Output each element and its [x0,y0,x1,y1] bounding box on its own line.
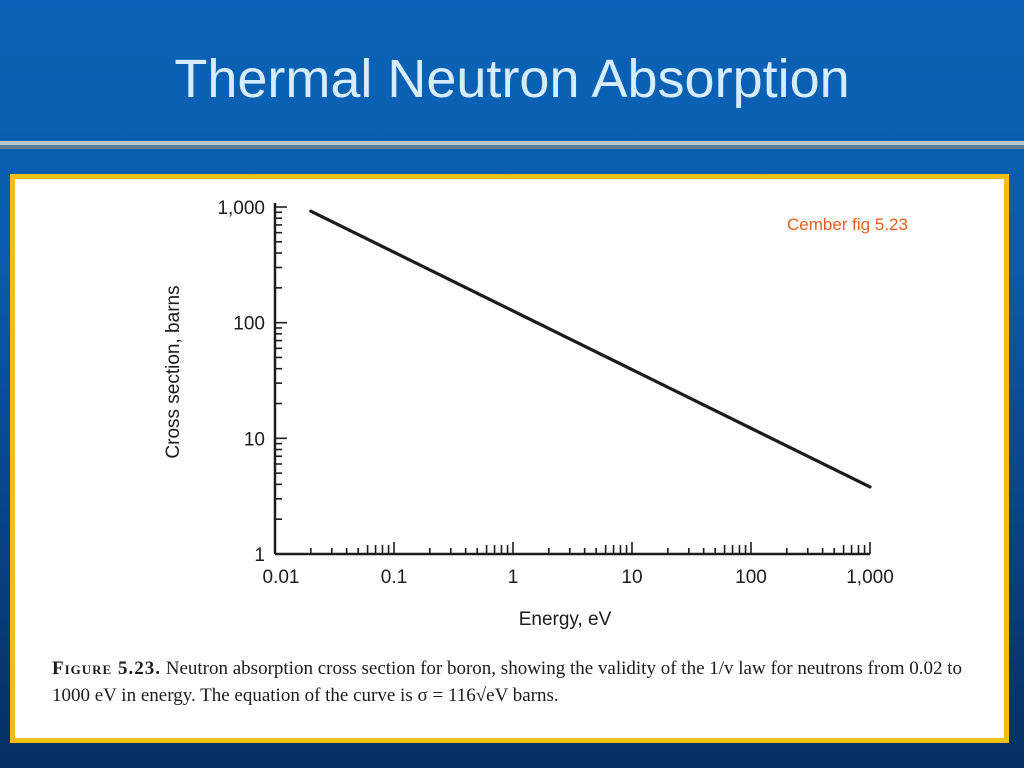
slide-title: Thermal Neutron Absorption [174,49,850,109]
x-axis-label: Energy, eV [519,609,612,630]
caption-text: Neutron absorption cross section for bor… [52,658,963,706]
y-tick-label: 10 [244,429,265,450]
x-tick-label: 0.01 [263,567,300,588]
figure-credit: Cember fig 5.23 [787,215,908,234]
x-tick-label: 100 [735,567,767,588]
series-group [309,209,872,489]
x-tick-label: 1 [508,567,519,588]
x-axis [274,542,871,556]
x-tick-label: 0.1 [381,567,407,588]
y-tick-label: 100 [233,314,265,335]
tick-labels: 1 10 100 1,000 0.01 0.1 1 10 100 1,000 [217,198,893,588]
figure-caption: Figure 5.23. Neutron absorption cross se… [52,655,972,709]
cross-section-curve [309,209,872,489]
figure-frame [10,174,1009,743]
x-tick-label: 10 [621,567,642,588]
y-axis [273,203,287,555]
y-axis-label: Cross section, barns [163,285,184,458]
y-tick-label: 1,000 [217,198,265,219]
title-divider [0,141,1024,145]
x-tick-label: 1,000 [846,567,894,588]
caption-figure-label: Figure 5.23. [52,658,161,679]
y-tick-label: 1 [254,545,265,566]
title-divider-shadow [0,145,1024,149]
